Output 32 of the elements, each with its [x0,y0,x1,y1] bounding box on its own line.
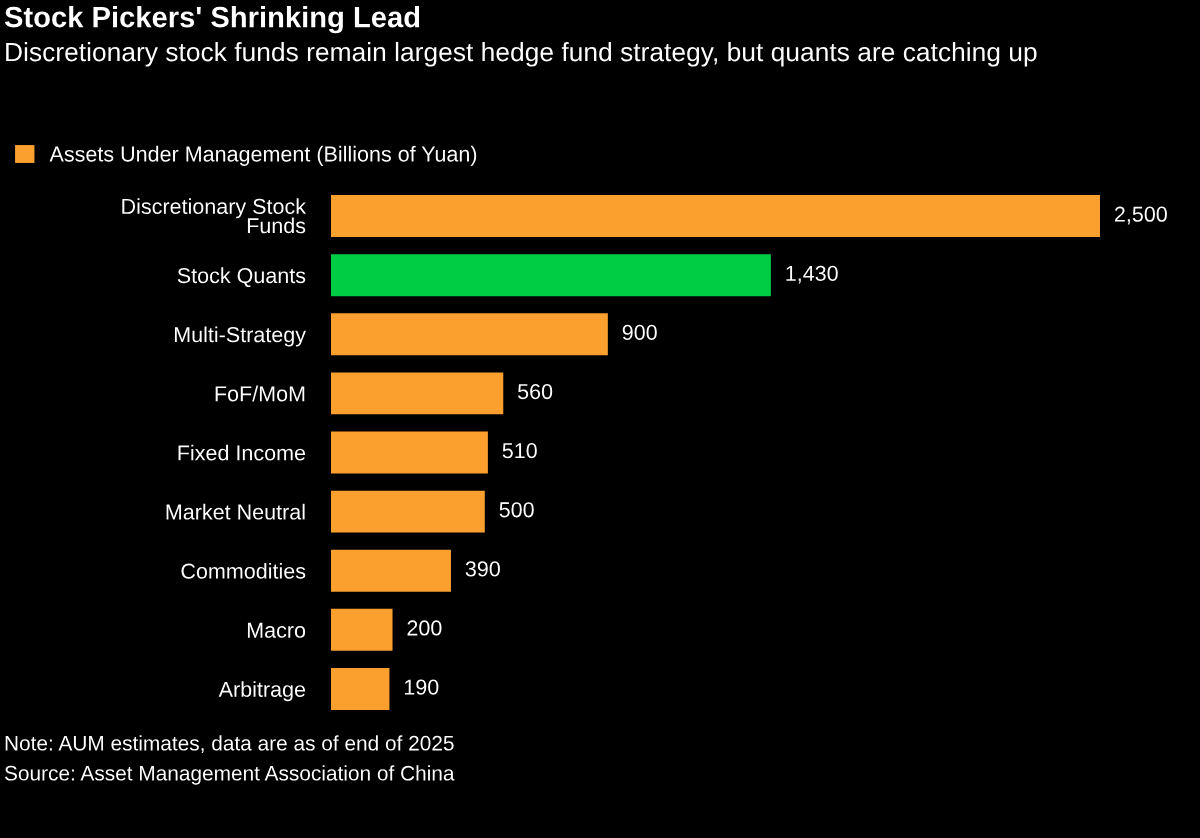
data-label: 1,430 [786,265,838,284]
data-label: 390 [465,561,500,577]
data-label: 190 [404,679,439,695]
data-label: 500 [499,502,534,518]
y-tick-label: Market Neutral [166,503,305,520]
bar [331,549,451,592]
bar [331,490,485,533]
data-label: 510 [502,443,537,459]
y-tick-label: Fixed Income [178,444,306,461]
bar [331,608,393,651]
bar [331,195,1100,238]
chart-title: Stock Pickers' Shrinking Lead [4,6,420,34]
data-label: 900 [622,324,657,341]
y-tick-label: Stock Quants [177,267,306,288]
text: Note: AUM estimates, data are as of end of 2025 [5,735,454,754]
data-label: 200 [407,620,442,636]
chart-subtitle: Discretionary stock funds remain largest hedge fund strategy, but quants are catching up [6,42,1037,67]
bar [331,313,608,356]
data-label: 2,500 [1114,206,1167,225]
bar [331,254,771,297]
y-tick-label: Commodities [181,562,306,579]
bar [331,431,488,474]
y-tick-label: FoF/MoM [215,385,305,402]
data-label: 560 [518,383,553,400]
y-tick-label: Arbitrage [218,681,306,702]
y-tick-label: Multi-Strategy [174,326,306,347]
bar [331,667,390,710]
y-tick-label: Macro [247,622,306,638]
source-note: Source: Asset Management Association of China [4,765,455,785]
y-tick-label: Discretionary Stock Funds [122,198,307,234]
legend-label: Assets Under Management (Billions of Yuan) [49,145,477,166]
bar [331,372,504,415]
